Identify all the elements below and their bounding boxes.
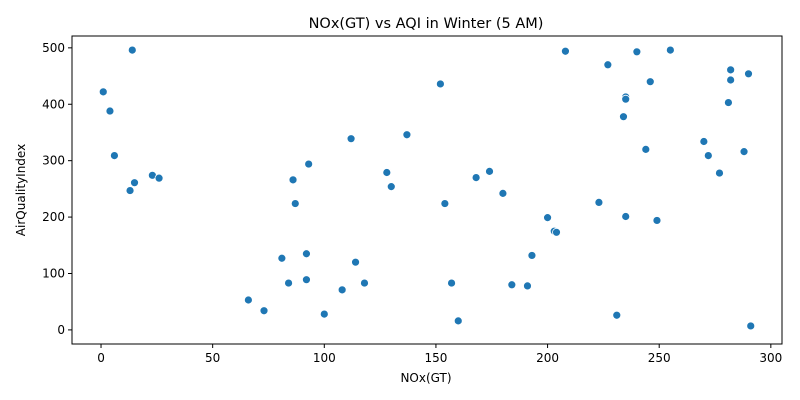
y-axis-ticks: 0 100 200 300 400 500 (42, 41, 72, 337)
data-point (561, 46, 570, 56)
points-layer (98, 45, 756, 331)
data-point (453, 316, 463, 326)
y-axis-label: AirQualityIndex (14, 144, 28, 236)
data-point (641, 144, 651, 154)
data-point (319, 309, 329, 319)
data-point (621, 94, 631, 104)
data-point (110, 151, 119, 160)
data-point (130, 178, 139, 188)
data-point (360, 278, 369, 288)
y-tick-label: 300 (42, 154, 65, 168)
data-point (744, 69, 753, 79)
data-point (351, 257, 360, 267)
data-point (447, 278, 456, 288)
data-point (632, 47, 642, 57)
data-point (699, 137, 709, 146)
data-point (726, 65, 736, 75)
data-point (386, 182, 396, 192)
data-point (726, 75, 736, 85)
data-point (507, 280, 517, 290)
data-point (440, 199, 450, 208)
plot-area (71, 35, 783, 345)
x-tick-label: 250 (648, 351, 671, 365)
data-point (304, 159, 314, 169)
data-point (346, 134, 356, 144)
x-tick-label: 100 (313, 351, 336, 365)
data-point (703, 151, 713, 160)
data-point (621, 212, 631, 221)
data-point (154, 173, 164, 183)
data-point (290, 199, 300, 208)
data-point (471, 173, 481, 182)
y-tick-label: 500 (42, 41, 65, 55)
x-axis-label: NOx(GT) (400, 371, 451, 385)
data-point (125, 186, 135, 195)
data-point (288, 175, 298, 185)
data-point (739, 147, 749, 157)
x-tick-label: 50 (205, 351, 220, 365)
data-point (302, 275, 311, 285)
x-tick-label: 150 (424, 351, 447, 365)
data-point (652, 216, 662, 225)
data-point (382, 168, 392, 177)
data-point (603, 60, 613, 70)
data-point (527, 251, 537, 260)
y-tick-label: 200 (42, 210, 65, 224)
data-point (715, 168, 724, 178)
data-point (485, 166, 494, 176)
data-point (552, 227, 561, 237)
data-point (724, 98, 733, 107)
data-point (746, 321, 756, 331)
plot-frame (71, 35, 783, 345)
data-point (402, 130, 412, 140)
y-tick-label: 0 (57, 323, 65, 337)
data-point (594, 198, 604, 207)
x-axis-ticks: 0 50 100 150 200 250 300 (97, 344, 782, 365)
data-point (498, 188, 508, 198)
data-point (277, 253, 287, 263)
data-point (105, 106, 115, 116)
y-tick-label: 100 (42, 266, 65, 280)
x-tick-label: 200 (536, 351, 559, 365)
data-point (243, 295, 253, 305)
data-point (612, 310, 622, 320)
data-point (543, 213, 552, 223)
data-point (284, 278, 293, 288)
chart-title: NOx(GT) vs AQI in Winter (5 AM) (309, 16, 544, 32)
data-point (302, 249, 311, 259)
x-tick-label: 0 (97, 351, 105, 365)
data-point (435, 79, 445, 89)
x-tick-label: 300 (759, 351, 782, 365)
data-point (665, 45, 675, 55)
data-point (645, 77, 655, 87)
data-point (619, 112, 628, 122)
data-point (337, 285, 347, 295)
data-point (127, 45, 137, 55)
data-point (259, 306, 269, 316)
data-point (98, 87, 108, 97)
y-tick-label: 400 (42, 97, 65, 111)
data-point (523, 281, 532, 291)
